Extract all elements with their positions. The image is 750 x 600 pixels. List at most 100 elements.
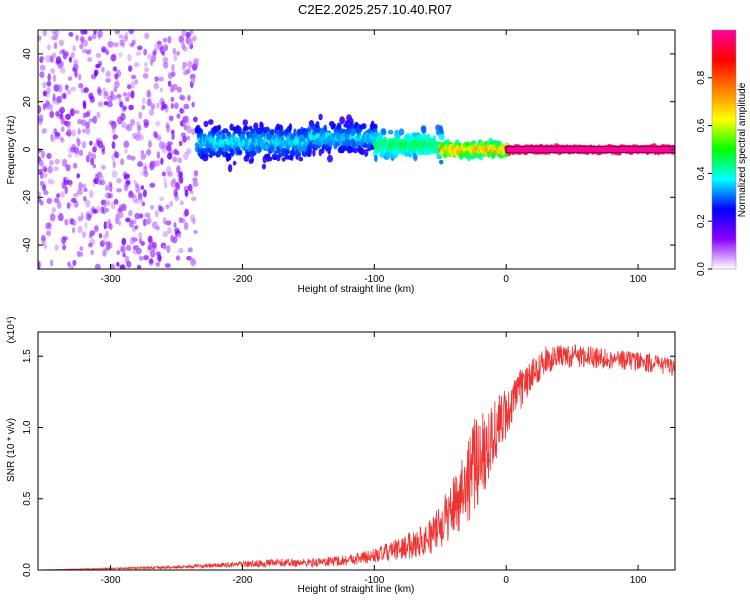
spectrogram-cell [38,35,42,42]
spectrogram-cell [130,80,135,89]
spectrogram-cell [112,66,118,72]
spectrogram-cell [172,47,177,55]
spectrogram-cell [93,142,98,149]
spectrogram-cell [93,30,97,35]
spectrogram-cell [116,177,122,184]
spectrogram-cell [90,153,97,160]
spectrogram-cell [65,113,71,120]
spectrogram-cell [155,261,161,267]
spectrogram-cell [38,148,42,153]
spectrogram-cell [140,153,147,160]
spectrogram-cell [79,251,83,257]
spectrogram-cell [183,222,189,231]
spectrogram-cell [172,83,178,91]
spectrogram-cell [156,151,161,159]
spectrogram-cell [171,63,175,72]
spectrogram-marks [38,30,675,269]
spectrogram-cell [59,106,65,114]
spectrogram-cell [193,116,198,123]
spectrogram-cell [116,250,121,255]
spectrogram-cell [53,197,60,204]
spectrogram-cell [385,150,390,159]
spectrogram-cell [191,101,195,108]
y-tick-label: 1.5 [22,349,33,363]
spectrogram-cell [352,142,358,148]
spectrogram-cell [122,105,127,111]
spectrogram-cell [142,73,149,79]
spectrogram-cell [39,171,44,179]
spectrogram-cell [339,116,345,125]
spectrogram-cell [38,117,43,126]
spectrogram-cell [128,104,134,111]
spectrogram-cell [74,69,78,78]
spectrogram-cell [137,125,142,132]
spectrogram-cell [109,263,116,269]
spectrogram-cell [131,219,137,225]
spectrogram-cell [192,35,197,42]
spectrogram-cell [179,108,184,114]
spectrogram-cell [46,103,51,111]
y-tick-label: 0 [22,146,33,152]
spectrogram-cell [159,206,165,213]
spectrogram-cell [154,76,159,82]
spectrogram-cell [158,76,164,82]
spectrogram-cell [78,83,84,89]
spectrogram-cell [204,153,209,159]
spectrogram-cell [273,150,278,158]
x-tick-label: -300 [101,274,121,285]
spectrogram-cell [115,30,119,35]
spectrogram-cell [146,98,152,107]
spectrogram-cell [46,86,51,95]
spectrogram-cell [75,34,79,42]
spectrogram-cell [103,199,107,208]
spectrogram-cell [230,148,235,157]
spectrogram-cell [108,242,113,249]
spectrogram-cell [122,92,128,97]
spectrogram-cell [60,137,65,143]
spectrogram-cell [59,49,65,55]
spectrogram-cell [116,93,122,99]
spectrogram-y-label: Frequency (Hz) [6,116,17,185]
spectrogram-cell [491,151,496,159]
snr-y-ticks: 0.0 0.5 1.0 1.5 [22,349,675,577]
spectrogram-cell [39,64,46,71]
spectrogram-cell [123,140,130,148]
spectrogram-cell [87,35,93,42]
snr-x-ticks: -300 -200 -100 0 100 [101,332,647,586]
spectrogram-cell [221,134,227,140]
spectrogram-cell [191,77,196,84]
spectrogram-cell [54,244,59,251]
spectrogram-cell [140,185,145,190]
spectrogram-cell [134,79,139,85]
spectrogram-cell [111,141,116,150]
spectrogram-cell [144,212,151,218]
spectrogram-cell [184,189,189,197]
spectrogram-cell [62,92,67,100]
spectrogram-cell [182,61,188,67]
spectrogram-cell [138,255,144,261]
spectrogram-cell [107,40,114,48]
spectrogram-cell [363,148,369,157]
spectrogram-cell [152,50,157,56]
spectrogram-cell [118,220,122,226]
spectrogram-cell [157,254,162,263]
spectrogram-cell [83,187,88,193]
spectrogram-cell [104,184,110,192]
spectrogram-cell [105,49,110,56]
spectrogram-cell [113,87,118,93]
spectrogram-cell [81,231,87,239]
spectrogram-cell [139,198,144,204]
spectrogram-cell [323,124,328,132]
spectrogram-cell [79,215,84,223]
spectrogram-cell [54,84,60,93]
spectrogram-cell [155,251,161,256]
spectrogram-cell [192,177,198,183]
spectrogram-cell [52,74,57,83]
spectrogram-cell [173,102,179,109]
spectrogram-cell [97,88,103,97]
spectrogram-cell [346,124,352,130]
spectrogram-cell [99,179,106,186]
spectrogram-cell [101,165,106,170]
spectrogram-cell [222,128,229,134]
spectrogram-cell [85,111,91,118]
